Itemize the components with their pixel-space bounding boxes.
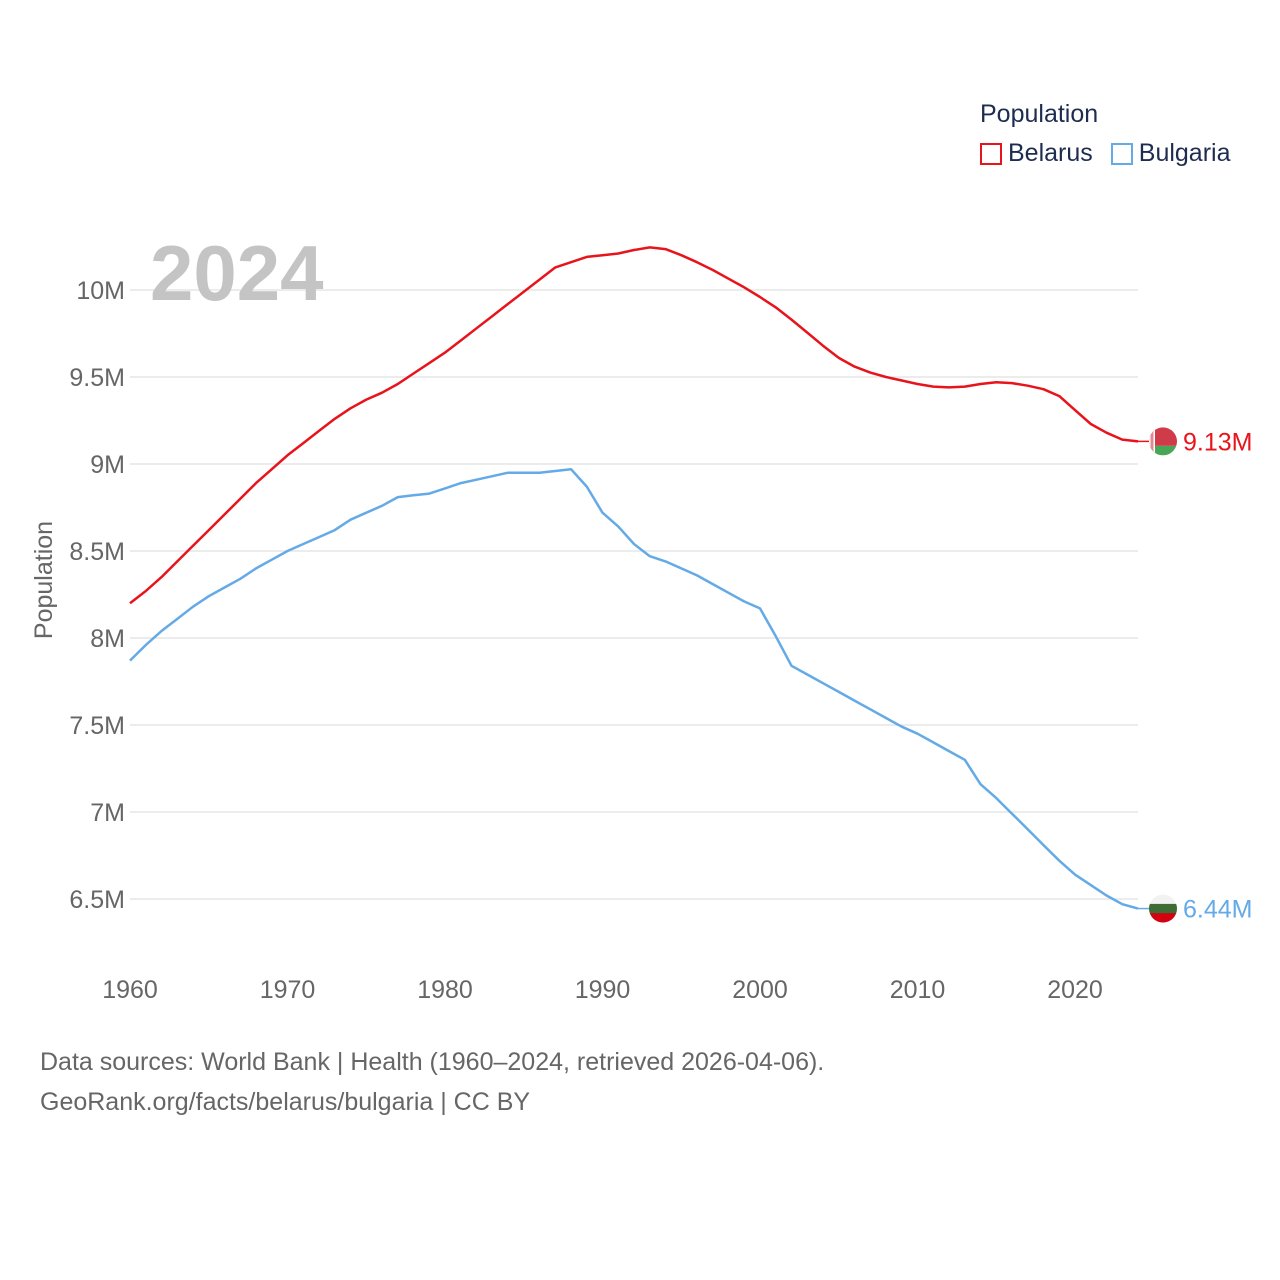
x-axis-ticks: 1960 1970 1980 1990 2000 2010 2020 — [102, 976, 1103, 1004]
gridlines — [130, 289, 1138, 900]
year-label: 2024 — [150, 229, 324, 317]
end-markers: 9.13M 6.44M — [1138, 427, 1252, 924]
y-tick-label: 7M — [90, 799, 125, 827]
belarus-flag-icon — [1149, 427, 1177, 456]
y-tick-label: 8.5M — [69, 538, 125, 566]
y-tick-label: 10M — [76, 277, 125, 305]
legend-label-belarus: Belarus — [1008, 139, 1093, 167]
y-tick-label: 9M — [90, 451, 125, 479]
legend-label-bulgaria: Bulgaria — [1138, 139, 1231, 167]
series-line-belarus[interactable] — [129, 246, 1139, 605]
y-tick-label: 6.5M — [69, 886, 125, 914]
attribution-link[interactable]: GeoRank.org/facts/belarus/bulgaria | CC … — [40, 1088, 531, 1116]
legend-swatch-belarus — [980, 142, 1002, 165]
x-tick-label: 1980 — [417, 976, 473, 1004]
x-tick-label: 2000 — [732, 976, 788, 1004]
x-tick-label: 1970 — [260, 976, 316, 1004]
bulgaria-flag-icon — [1149, 894, 1177, 923]
series-lines — [129, 246, 1139, 910]
legend-swatch-bulgaria — [1110, 142, 1133, 165]
y-tick-label: 7.5M — [69, 712, 125, 740]
x-tick-label: 1990 — [575, 976, 631, 1004]
x-tick-label: 2020 — [1047, 976, 1103, 1004]
series-line-bulgaria[interactable] — [129, 467, 1139, 910]
y-tick-label: 9.5M — [69, 364, 125, 392]
y-tick-label: 8M — [90, 625, 125, 653]
y-axis-title: Population — [30, 521, 58, 639]
y-axis-ticks: 6.5M 7M 7.5M 8M 8.5M 9M 9.5M 10M — [69, 277, 125, 914]
data-sources-note: Data sources: World Bank | Health (1960–… — [40, 1048, 825, 1076]
footer: Data sources: World Bank | Health (1960–… — [40, 1042, 824, 1122]
legend: Population Belarus Bulgaria — [980, 100, 1231, 168]
legend-item-belarus[interactable]: Belarus — [980, 139, 1093, 168]
x-tick-label: 1960 — [102, 976, 158, 1004]
end-value-label-belarus: 9.13M — [1183, 428, 1252, 456]
end-value-label-bulgaria: 6.44M — [1183, 896, 1252, 924]
legend-item-bulgaria[interactable]: Bulgaria — [1110, 139, 1231, 168]
x-tick-label: 2010 — [890, 976, 946, 1004]
legend-title: Population — [980, 100, 1099, 128]
